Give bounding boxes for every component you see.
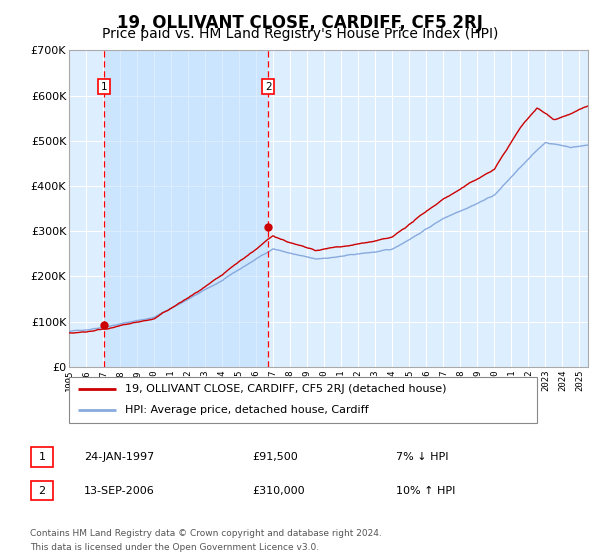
Text: 1: 1 xyxy=(101,82,107,91)
Text: Contains HM Land Registry data © Crown copyright and database right 2024.: Contains HM Land Registry data © Crown c… xyxy=(30,529,382,538)
FancyBboxPatch shape xyxy=(31,447,53,466)
Text: 2: 2 xyxy=(38,486,46,496)
Text: 24-JAN-1997: 24-JAN-1997 xyxy=(84,452,154,462)
Text: This data is licensed under the Open Government Licence v3.0.: This data is licensed under the Open Gov… xyxy=(30,543,319,552)
Text: 7% ↓ HPI: 7% ↓ HPI xyxy=(396,452,449,462)
Text: 2: 2 xyxy=(265,82,272,91)
FancyBboxPatch shape xyxy=(31,481,53,500)
Text: 19, OLLIVANT CLOSE, CARDIFF, CF5 2RJ: 19, OLLIVANT CLOSE, CARDIFF, CF5 2RJ xyxy=(117,14,483,32)
Text: 13-SEP-2006: 13-SEP-2006 xyxy=(84,486,155,496)
Text: 19, OLLIVANT CLOSE, CARDIFF, CF5 2RJ (detached house): 19, OLLIVANT CLOSE, CARDIFF, CF5 2RJ (de… xyxy=(125,384,446,394)
Text: £91,500: £91,500 xyxy=(252,452,298,462)
Bar xyxy=(104,50,268,367)
FancyBboxPatch shape xyxy=(69,377,537,423)
Text: 10% ↑ HPI: 10% ↑ HPI xyxy=(396,486,455,496)
Text: 1: 1 xyxy=(38,452,46,462)
Text: £310,000: £310,000 xyxy=(252,486,305,496)
Text: HPI: Average price, detached house, Cardiff: HPI: Average price, detached house, Card… xyxy=(125,405,369,416)
Text: Price paid vs. HM Land Registry's House Price Index (HPI): Price paid vs. HM Land Registry's House … xyxy=(102,27,498,41)
